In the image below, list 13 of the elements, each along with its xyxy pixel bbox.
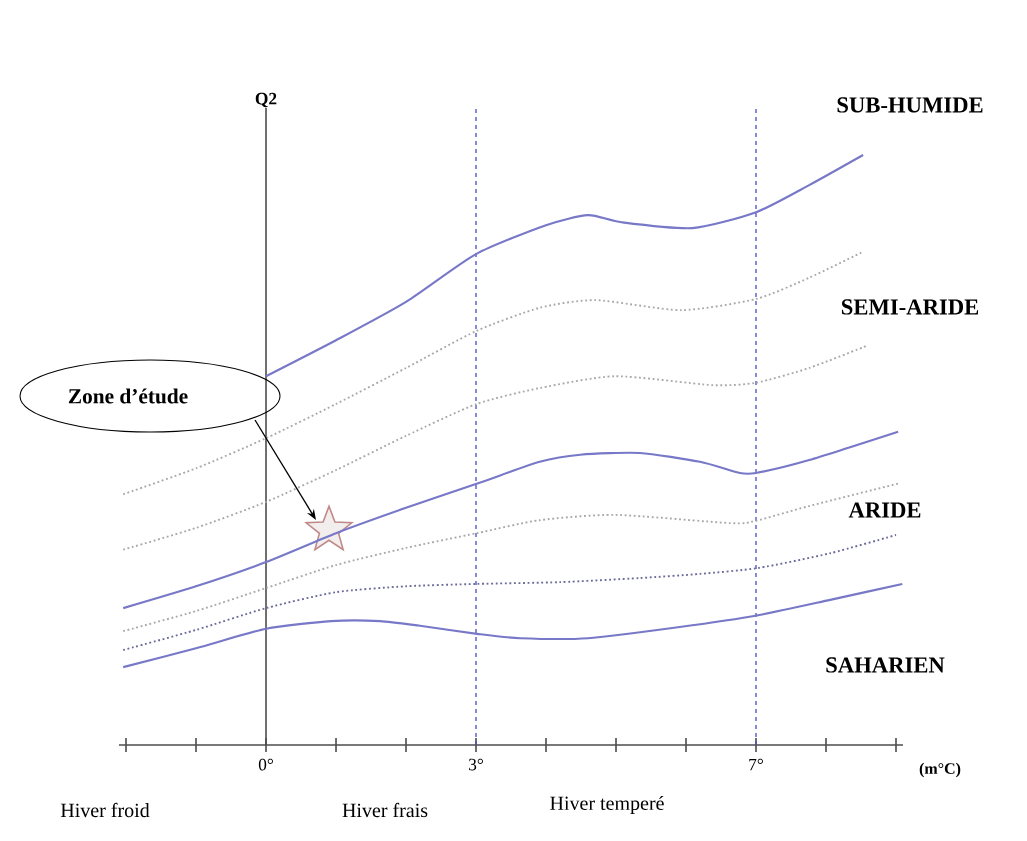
text: SUB-HUMIDE bbox=[837, 97, 983, 113]
annotation: Zone d’étude bbox=[68, 388, 188, 404]
x-tick-label: 0° bbox=[258, 758, 273, 771]
annotation: SEMI-ARIDE bbox=[841, 299, 979, 315]
text: Hiver frais bbox=[342, 802, 428, 818]
x-tick-label: 7° bbox=[749, 758, 763, 771]
y-axis-title: Q2 bbox=[255, 92, 277, 108]
annotation: SAHARIEN bbox=[826, 657, 945, 673]
x-axis-title: (m°C) bbox=[919, 762, 961, 778]
annotation: ARIDE bbox=[848, 502, 921, 518]
text: Hiver temperé bbox=[550, 795, 664, 815]
text: Hiver froid bbox=[60, 802, 150, 818]
x-tick-label: 3° bbox=[469, 758, 483, 771]
